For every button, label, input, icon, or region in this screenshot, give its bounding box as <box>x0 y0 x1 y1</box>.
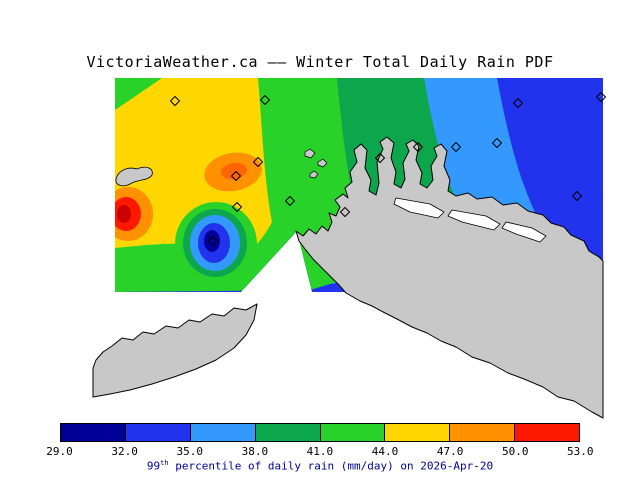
colorbar-tick-label: 53.0 <box>567 445 594 458</box>
station-marker <box>412 141 424 153</box>
colorbar-tick-label: 35.0 <box>176 445 203 458</box>
station-marker <box>491 137 503 149</box>
colorbar-segment-green_dark <box>255 424 321 441</box>
station-marker <box>450 141 462 153</box>
colorbar-segment-navy <box>61 424 126 441</box>
land-group <box>92 136 604 419</box>
contour-hotspot-red-core <box>117 205 131 223</box>
coastal-channel <box>447 209 501 231</box>
coastal-channel <box>501 221 547 243</box>
station-marker <box>374 152 386 164</box>
colorbar-ticks: 29.0 32.0 35.0 38.0 41.0 44.0 47.0 50.0 53.0 <box>27 445 613 458</box>
colorbar-tick-label: 47.0 <box>436 445 464 458</box>
caption: 99th percentile of daily rain (mm/day) o… <box>0 459 640 473</box>
colorbar-tick-label: 29.0 <box>46 445 73 458</box>
caption-ordinal: th <box>160 459 169 467</box>
coastal-channel <box>393 197 445 219</box>
contour-wedge-topleft-green <box>115 78 162 110</box>
station-markers <box>169 91 607 247</box>
island-west <box>115 166 153 187</box>
contour-oval-navy-core <box>204 230 220 252</box>
colorbar-segment-green_bright <box>320 424 386 441</box>
caption-text: percentile of daily rain (mm/day) on 202… <box>168 459 494 473</box>
station-marker <box>512 97 524 109</box>
colorbar-segment-orange <box>450 424 516 441</box>
station-marker <box>252 156 264 168</box>
landmass-main <box>295 136 604 419</box>
colorbar-tick-label: 38.0 <box>241 445 269 458</box>
colorbar <box>60 423 580 442</box>
islet <box>309 170 319 179</box>
station-marker <box>339 206 351 218</box>
caption-number: 99 <box>146 459 161 473</box>
landmass-south-shore <box>92 303 258 398</box>
colorbar-tick-label: 41.0 <box>306 445 334 458</box>
colorbar-segment-yellow <box>385 424 451 441</box>
islet <box>304 148 316 159</box>
colorbar-tick-label: 50.0 <box>501 445 529 458</box>
station-marker <box>207 235 219 247</box>
page-title: VictoriaWeather.ca —— Winter Total Daily… <box>86 53 554 71</box>
station-marker <box>169 95 181 107</box>
station-marker <box>230 170 242 182</box>
station-marker <box>595 91 607 103</box>
colorbar-tick-label: 44.0 <box>371 445 399 458</box>
station-marker <box>231 201 243 213</box>
colorbar-tick-label: 32.0 <box>111 445 138 458</box>
station-marker <box>259 94 271 106</box>
colorbar-segment-blue <box>125 424 191 441</box>
colorbar-segment-lightblue <box>190 424 256 441</box>
station-marker <box>284 195 296 207</box>
islet <box>317 158 328 168</box>
station-marker <box>571 190 583 202</box>
colorbar-segment-red <box>515 424 579 441</box>
contour-blob-orange-core <box>221 162 247 180</box>
